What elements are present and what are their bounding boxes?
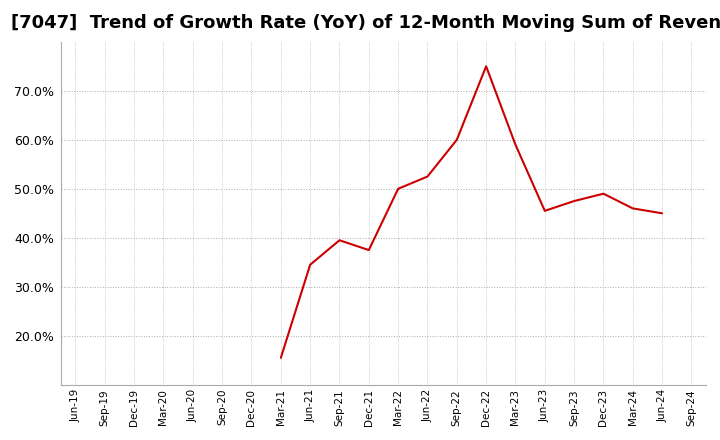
Title: [7047]  Trend of Growth Rate (YoY) of 12-Month Moving Sum of Revenues: [7047] Trend of Growth Rate (YoY) of 12-… xyxy=(11,14,720,32)
